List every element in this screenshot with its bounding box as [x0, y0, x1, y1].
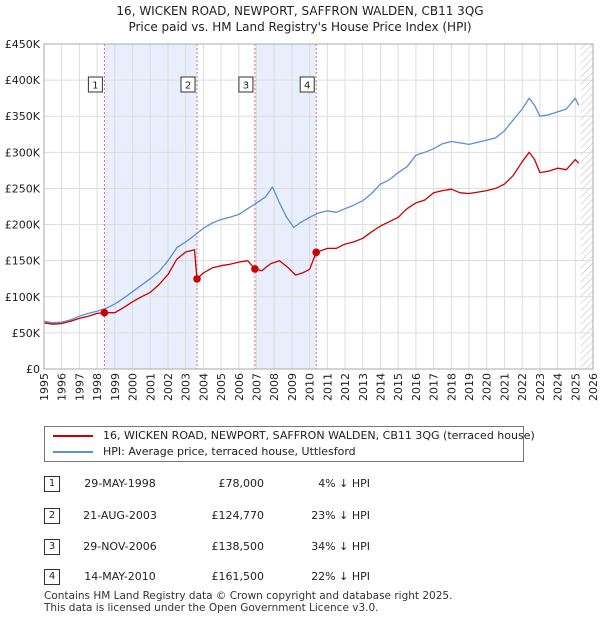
x-tick-label: 2017 [428, 373, 441, 401]
y-tick-label: £300K [5, 146, 41, 159]
x-tick-label: 1995 [38, 373, 51, 401]
table-row: 4 14-MAY-2010 £161,500 22% ↓ HPI [0, 567, 600, 587]
x-tick-label: 2003 [180, 373, 193, 401]
legend-hpi-label: HPI: Average price, terraced house, Uttl… [103, 445, 356, 458]
plot-border [43, 43, 594, 370]
x-tick-label: 2002 [162, 373, 175, 401]
transaction-price: £124,770 [211, 509, 265, 522]
sale-label: 3 [243, 81, 249, 92]
x-tick-label: 1999 [109, 373, 122, 401]
x-tick-label: 1997 [73, 373, 86, 401]
chart-subtitle: Price paid vs. HM Land Registry's House … [128, 20, 472, 34]
x-tick-label: 2010 [304, 373, 317, 401]
y-tick-label: £450K [5, 38, 41, 51]
y-tick-label: £0 [26, 363, 40, 376]
legend-property-swatch [53, 435, 93, 437]
x-tick-label: 2001 [144, 373, 157, 401]
table-row: 3 29-NOV-2006 £138,500 34% ↓ HPI [0, 537, 600, 557]
transaction-number: 2 [44, 508, 60, 524]
x-tick-label: 2022 [516, 373, 529, 401]
sale-label: 1 [92, 81, 98, 92]
x-tick-label: 2004 [197, 373, 210, 401]
footer-copyright: Contains HM Land Registry data © Crown c… [44, 590, 453, 602]
x-tick-label: 2014 [374, 373, 387, 401]
shaded-period [254, 44, 317, 369]
x-tick-label: 2019 [463, 373, 476, 401]
x-tick-label: 2023 [534, 373, 547, 401]
x-tick-label: 2005 [215, 373, 228, 401]
x-tick-label: 2015 [392, 373, 405, 401]
x-tick-label: 2026 [587, 373, 600, 401]
transaction-number: 3 [44, 539, 60, 555]
sale-label-box [180, 76, 196, 93]
x-tick-label: 2025 [569, 373, 582, 401]
x-tick-label: 2009 [286, 373, 299, 401]
y-tick-label: £400K [5, 74, 41, 87]
x-tick-label: 2000 [127, 373, 140, 401]
forecast-hatch [580, 44, 593, 369]
x-tick-label: 2006 [233, 373, 246, 401]
transaction-date: 14-MAY-2010 [84, 570, 156, 583]
table-row: 2 21-AUG-2003 £124,770 23% ↓ HPI [0, 506, 600, 526]
x-tick-label: 2021 [498, 373, 511, 401]
transaction-number: 4 [44, 569, 60, 585]
sale-point [312, 248, 320, 257]
transaction-hpi-diff: 34% ↓ HPI [311, 540, 370, 553]
x-tick-label: 2013 [357, 373, 370, 401]
chart-title: 16, WICKEN ROAD, NEWPORT, SAFFRON WALDEN… [116, 4, 484, 18]
transaction-date: 21-AUG-2003 [83, 509, 157, 522]
sale-label: 2 [185, 81, 191, 92]
transaction-hpi-diff: 22% ↓ HPI [311, 570, 370, 583]
series-line-property [43, 151, 580, 325]
y-tick-label: £100K [5, 291, 41, 304]
x-tick-label: 2016 [410, 373, 423, 401]
x-tick-label: 2018 [445, 373, 458, 401]
y-tick-label: £150K [5, 255, 41, 268]
transaction-date: 29-NOV-2006 [83, 540, 157, 553]
legend-property-label: 16, WICKEN ROAD, NEWPORT, SAFFRON WALDEN… [103, 429, 535, 442]
sale-label-box [87, 76, 103, 93]
x-tick-label: 1998 [91, 373, 104, 401]
transaction-hpi-diff: 4% ↓ HPI [318, 477, 370, 490]
x-tick-label: 1996 [56, 373, 69, 401]
sale-point [251, 265, 259, 273]
transaction-price: £161,500 [211, 570, 265, 583]
transaction-hpi-diff: 23% ↓ HPI [311, 509, 370, 522]
y-tick-label: £200K [5, 219, 41, 232]
series-line-hpi [43, 97, 580, 324]
sale-label-box [238, 76, 254, 93]
sale-label: 4 [304, 81, 310, 92]
transaction-price: £78,000 [218, 477, 265, 490]
y-tick-label: £250K [5, 182, 41, 195]
table-row: 1 29-MAY-1998 £78,000 4% ↓ HPI [0, 474, 600, 494]
transaction-price: £138,500 [211, 540, 265, 553]
y-tick-label: £350K [5, 110, 41, 123]
transaction-date: 29-MAY-1998 [84, 477, 156, 490]
x-tick-label: 2024 [552, 373, 565, 401]
y-tick-label: £50K [12, 327, 41, 340]
x-tick-label: 2008 [268, 373, 281, 401]
sale-point [193, 275, 201, 283]
transaction-number: 1 [44, 476, 60, 492]
x-tick-label: 2012 [339, 373, 352, 401]
footer-licence: This data is licensed under the Open Gov… [44, 602, 379, 614]
legend: 16, WICKEN ROAD, NEWPORT, SAFFRON WALDEN… [44, 426, 535, 462]
sale-point [100, 308, 109, 317]
x-tick-label: 2020 [481, 373, 494, 401]
legend-hpi-swatch [53, 451, 93, 453]
x-tick-label: 2011 [321, 373, 334, 401]
price-chart: 1 2 3 4 £0 £50K £100K £150K £200K £250K £300K £350K… [5, 38, 600, 401]
x-tick-label: 2007 [251, 373, 264, 401]
sale-label-box [299, 76, 315, 93]
